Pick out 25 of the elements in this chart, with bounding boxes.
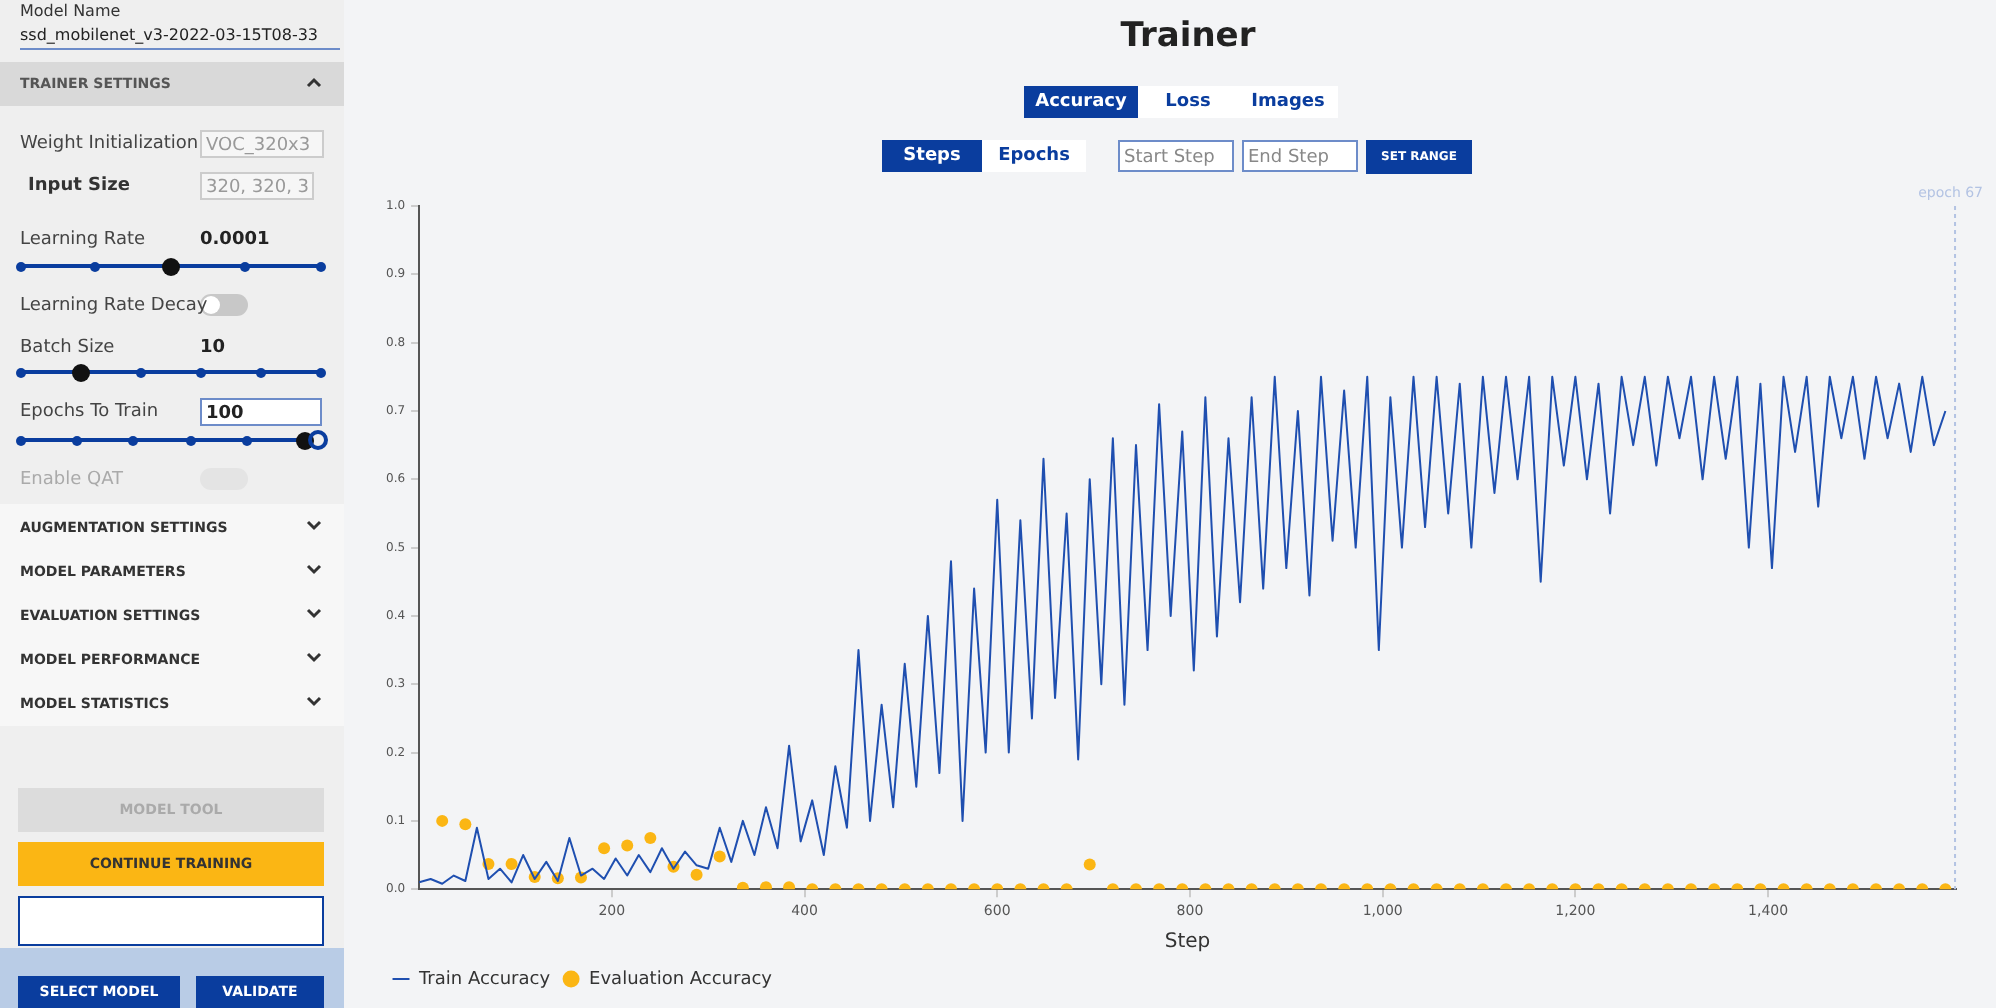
text: Epochs To Train [20, 400, 161, 424]
text: 320, 320, 3 [200, 172, 314, 200]
text: Loss [1138, 86, 1238, 118]
chart-title: Trainer [1118, 16, 1258, 56]
text: Learning Rate [20, 228, 148, 252]
x-axis-title: Step [1164, 931, 1211, 954]
text: Start Step [1118, 140, 1234, 172]
text: 0.0001 [200, 228, 272, 252]
text: Batch Size [20, 336, 117, 360]
text: Images [1238, 86, 1338, 118]
text: Learning Rate Decay [20, 294, 210, 318]
text: Epochs [982, 140, 1086, 172]
text: Enable QAT [20, 468, 126, 492]
text: End Step [1242, 140, 1358, 172]
text: 10 [200, 336, 228, 360]
legend-label: Train Accuracy [417, 969, 552, 990]
text: 100 [200, 398, 322, 426]
text: Steps [882, 140, 982, 172]
text: ssd_mobilenet_v3-2022-03-15T08-33 [20, 22, 340, 50]
text: VOC_320x3 [200, 130, 324, 158]
text: Input Size [28, 174, 132, 200]
legend-label: Evaluation Accuracy [589, 969, 774, 990]
text: Weight Initialization [20, 132, 200, 156]
text: Accuracy [1024, 86, 1138, 118]
text: Model Name [20, 0, 123, 22]
